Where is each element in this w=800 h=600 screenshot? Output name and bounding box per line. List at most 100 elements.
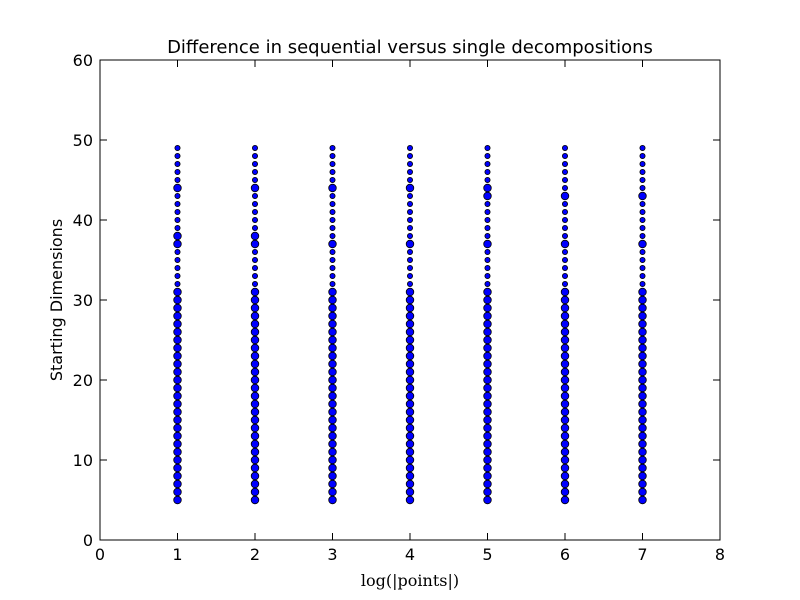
data-point (483, 327, 492, 337)
data-point (483, 479, 492, 489)
data-point (483, 391, 492, 401)
data-point (250, 463, 260, 473)
data-point (562, 280, 569, 287)
data-point (562, 184, 569, 191)
data-point (483, 407, 492, 417)
data-point (483, 183, 492, 193)
data-point (638, 471, 647, 481)
data-point (174, 208, 181, 215)
data-point (560, 327, 570, 337)
data-point (406, 232, 413, 239)
data-point (251, 192, 258, 199)
x-tick-label: 2 (250, 545, 260, 564)
data-point (562, 256, 569, 263)
data-point (639, 208, 646, 215)
data-point (329, 272, 336, 279)
data-point (328, 471, 337, 481)
data-point (560, 383, 570, 393)
data-point (560, 311, 570, 321)
data-point (328, 335, 337, 345)
data-point (174, 224, 181, 231)
data-point (639, 272, 646, 279)
data-point (406, 160, 413, 167)
data-point (562, 272, 569, 279)
data-point (562, 168, 569, 175)
data-point (638, 351, 647, 361)
data-point (639, 160, 646, 167)
data-point (560, 351, 570, 361)
data-point (638, 311, 647, 321)
data-point (560, 447, 570, 457)
data-point (484, 160, 491, 167)
data-point (405, 399, 415, 409)
data-point (251, 208, 258, 215)
data-point (329, 280, 336, 287)
chart-title: Difference in sequential versus single d… (167, 37, 653, 58)
data-point (639, 264, 646, 271)
data-point (562, 176, 569, 183)
data-point (405, 303, 415, 313)
data-point (638, 399, 647, 409)
data-point (251, 168, 258, 175)
x-tick-label: 7 (637, 545, 647, 564)
data-point (560, 399, 570, 409)
data-point (250, 351, 260, 361)
data-point (328, 455, 337, 465)
data-point (560, 367, 570, 377)
data-point (250, 479, 260, 489)
data-point (174, 168, 181, 175)
data-point (328, 463, 337, 473)
data-point (173, 343, 182, 353)
data-point (638, 423, 647, 433)
data-point (638, 455, 647, 465)
data-point (405, 391, 415, 401)
data-point (250, 471, 260, 481)
data-point (406, 176, 413, 183)
data-point (638, 407, 647, 417)
data-point (562, 144, 569, 151)
data-point (173, 439, 182, 449)
data-point (405, 479, 415, 489)
data-point (483, 495, 492, 505)
data-point (638, 295, 647, 305)
data-point (250, 359, 260, 369)
data-point (560, 319, 570, 329)
data-point (173, 367, 182, 377)
x-tick-label: 4 (405, 545, 415, 564)
y-tick-label: 60 (73, 51, 93, 70)
data-points (173, 144, 647, 505)
data-point (639, 256, 646, 263)
data-point (173, 487, 182, 497)
x-tick-label: 8 (715, 545, 725, 564)
data-point (560, 391, 570, 401)
data-point (328, 311, 337, 321)
data-point (173, 327, 182, 337)
data-point (405, 415, 415, 425)
data-point (483, 303, 492, 313)
data-point (405, 311, 415, 321)
data-point (560, 455, 570, 465)
data-point (328, 439, 337, 449)
data-point (483, 295, 492, 305)
y-axis-label: Starting Dimensions (47, 219, 66, 381)
data-point (562, 224, 569, 231)
data-point (406, 200, 413, 207)
data-point (173, 319, 182, 329)
data-point (328, 447, 337, 457)
data-point (562, 152, 569, 159)
data-point (638, 495, 647, 505)
data-point (250, 423, 260, 433)
data-point (638, 487, 647, 497)
data-point (405, 183, 415, 193)
data-point (483, 471, 492, 481)
data-point (250, 487, 260, 497)
data-point (328, 295, 337, 305)
data-point (406, 152, 413, 159)
data-point (250, 431, 260, 441)
data-point (328, 383, 337, 393)
data-point (173, 391, 182, 401)
data-point (251, 152, 258, 159)
data-point (250, 391, 260, 401)
axis-ticks: 0 1 2 3 4 5 6 7 8 0 10 20 30 40 50 60 (73, 51, 725, 564)
data-point (405, 471, 415, 481)
